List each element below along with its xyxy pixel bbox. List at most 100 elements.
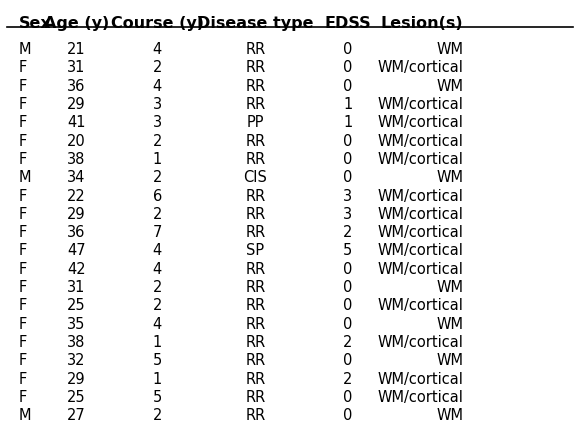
Text: WM/cortical: WM/cortical (378, 207, 463, 222)
Text: 42: 42 (67, 262, 86, 277)
Text: EDSS: EDSS (324, 16, 371, 32)
Text: 0: 0 (343, 298, 353, 313)
Text: 36: 36 (67, 225, 86, 240)
Text: WM: WM (436, 280, 463, 295)
Text: 0: 0 (343, 152, 353, 167)
Text: RR: RR (245, 60, 266, 76)
Text: WM/cortical: WM/cortical (378, 134, 463, 148)
Text: RR: RR (245, 317, 266, 332)
Text: Age (y): Age (y) (44, 16, 109, 32)
Text: 38: 38 (67, 152, 86, 167)
Text: WM/cortical: WM/cortical (378, 390, 463, 405)
Text: 0: 0 (343, 60, 353, 76)
Text: 1: 1 (153, 152, 162, 167)
Text: 34: 34 (67, 170, 86, 185)
Text: SP: SP (246, 243, 264, 258)
Text: RR: RR (245, 207, 266, 222)
Text: F: F (19, 225, 27, 240)
Text: WM: WM (436, 79, 463, 94)
Text: 2: 2 (153, 298, 162, 313)
Text: 29: 29 (67, 207, 86, 222)
Text: F: F (19, 243, 27, 258)
Text: WM: WM (436, 317, 463, 332)
Text: 3: 3 (153, 115, 162, 130)
Text: 5: 5 (153, 353, 162, 368)
Text: 31: 31 (67, 280, 86, 295)
Text: 1: 1 (153, 335, 162, 350)
Text: WM/cortical: WM/cortical (378, 115, 463, 130)
Text: F: F (19, 262, 27, 277)
Text: RR: RR (245, 97, 266, 112)
Text: 3: 3 (153, 97, 162, 112)
Text: 2: 2 (153, 134, 162, 148)
Text: 4: 4 (153, 42, 162, 57)
Text: 3: 3 (343, 188, 352, 204)
Text: RR: RR (245, 372, 266, 387)
Text: Course (y): Course (y) (111, 16, 204, 32)
Text: 0: 0 (343, 134, 353, 148)
Text: RR: RR (245, 335, 266, 350)
Text: 2: 2 (153, 170, 162, 185)
Text: 0: 0 (343, 79, 353, 94)
Text: RR: RR (245, 353, 266, 368)
Text: RR: RR (245, 280, 266, 295)
Text: 2: 2 (343, 335, 353, 350)
Text: WM: WM (436, 353, 463, 368)
Text: 1: 1 (343, 97, 352, 112)
Text: 0: 0 (343, 317, 353, 332)
Text: 0: 0 (343, 262, 353, 277)
Text: 1: 1 (153, 372, 162, 387)
Text: 31: 31 (67, 60, 86, 76)
Text: RR: RR (245, 298, 266, 313)
Text: RR: RR (245, 225, 266, 240)
Text: 6: 6 (153, 188, 162, 204)
Text: F: F (19, 372, 27, 387)
Text: RR: RR (245, 188, 266, 204)
Text: WM/cortical: WM/cortical (378, 372, 463, 387)
Text: Sex: Sex (19, 16, 52, 32)
Text: WM: WM (436, 42, 463, 57)
Text: 25: 25 (67, 390, 86, 405)
Text: M: M (19, 42, 31, 57)
Text: CIS: CIS (244, 170, 267, 185)
Text: F: F (19, 353, 27, 368)
Text: 0: 0 (343, 42, 353, 57)
Text: 27: 27 (67, 408, 86, 423)
Text: 4: 4 (153, 79, 162, 94)
Text: WM/cortical: WM/cortical (378, 188, 463, 204)
Text: 38: 38 (67, 335, 86, 350)
Text: Disease type: Disease type (197, 16, 314, 32)
Text: F: F (19, 280, 27, 295)
Text: PP: PP (246, 115, 264, 130)
Text: 35: 35 (67, 317, 86, 332)
Text: 4: 4 (153, 243, 162, 258)
Text: RR: RR (245, 408, 266, 423)
Text: 25: 25 (67, 298, 86, 313)
Text: WM/cortical: WM/cortical (378, 298, 463, 313)
Text: 2: 2 (343, 372, 353, 387)
Text: F: F (19, 390, 27, 405)
Text: M: M (19, 170, 31, 185)
Text: F: F (19, 152, 27, 167)
Text: 47: 47 (67, 243, 86, 258)
Text: 2: 2 (153, 280, 162, 295)
Text: F: F (19, 188, 27, 204)
Text: F: F (19, 115, 27, 130)
Text: F: F (19, 60, 27, 76)
Text: 0: 0 (343, 280, 353, 295)
Text: 29: 29 (67, 372, 86, 387)
Text: 0: 0 (343, 390, 353, 405)
Text: RR: RR (245, 42, 266, 57)
Text: WM/cortical: WM/cortical (378, 97, 463, 112)
Text: WM/cortical: WM/cortical (378, 243, 463, 258)
Text: 7: 7 (153, 225, 162, 240)
Text: 21: 21 (67, 42, 86, 57)
Text: RR: RR (245, 134, 266, 148)
Text: F: F (19, 317, 27, 332)
Text: RR: RR (245, 79, 266, 94)
Text: WM/cortical: WM/cortical (378, 60, 463, 76)
Text: 4: 4 (153, 317, 162, 332)
Text: RR: RR (245, 152, 266, 167)
Text: 22: 22 (67, 188, 86, 204)
Text: 0: 0 (343, 353, 353, 368)
